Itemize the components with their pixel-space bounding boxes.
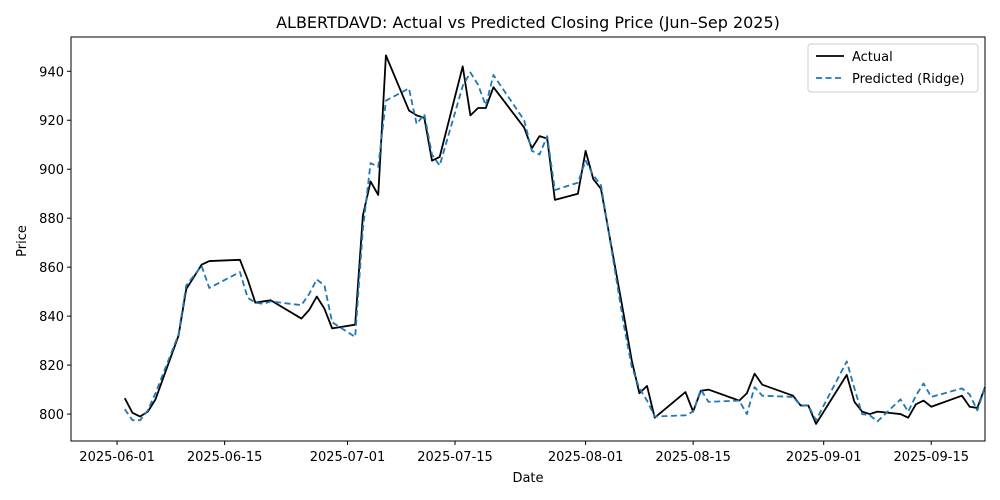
y-tick-label: 840: [39, 310, 64, 325]
x-tick-label: 2025-09-15: [893, 450, 969, 465]
y-tick-label: 800: [39, 408, 64, 423]
x-tick-label: 2025-07-15: [417, 450, 493, 465]
legend-label-predicted: Predicted (Ridge): [852, 72, 964, 87]
series-line-predicted: [124, 71, 986, 423]
legend: Actual Predicted (Ridge): [807, 43, 979, 93]
y-tick-label: 880: [39, 212, 64, 227]
x-tick-label: 2025-06-15: [187, 450, 263, 465]
y-tick-label: 920: [39, 114, 64, 129]
x-tick-label: 2025-08-01: [548, 450, 624, 465]
x-tick-label: 2025-07-01: [310, 450, 386, 465]
x-axis: 2025-06-01 2025-06-15 2025-07-01 2025-07-15…: [79, 441, 969, 465]
y-tick-label: 940: [39, 65, 64, 80]
x-tick-label: 2025-06-01: [79, 450, 155, 465]
y-tick-label: 900: [39, 163, 64, 178]
plot-frame: [70, 36, 986, 442]
legend-label-actual: Actual: [852, 50, 893, 65]
y-tick-label: 820: [39, 359, 64, 374]
x-axis-label: Date: [512, 471, 543, 486]
legend-box: [807, 43, 979, 93]
x-tick-label: 2025-09-01: [786, 450, 862, 465]
x-tick-label: 2025-08-15: [655, 450, 731, 465]
y-axis-label: Price: [15, 225, 30, 257]
y-axis: 800 820 840 860 880 900 920 940: [39, 65, 71, 423]
plot-area: [70, 36, 986, 442]
series-line-actual: [123, 54, 986, 425]
chart-title: ALBERTDAVD: Actual vs Predicted Closing …: [276, 13, 780, 32]
y-tick-label: 860: [39, 261, 64, 276]
